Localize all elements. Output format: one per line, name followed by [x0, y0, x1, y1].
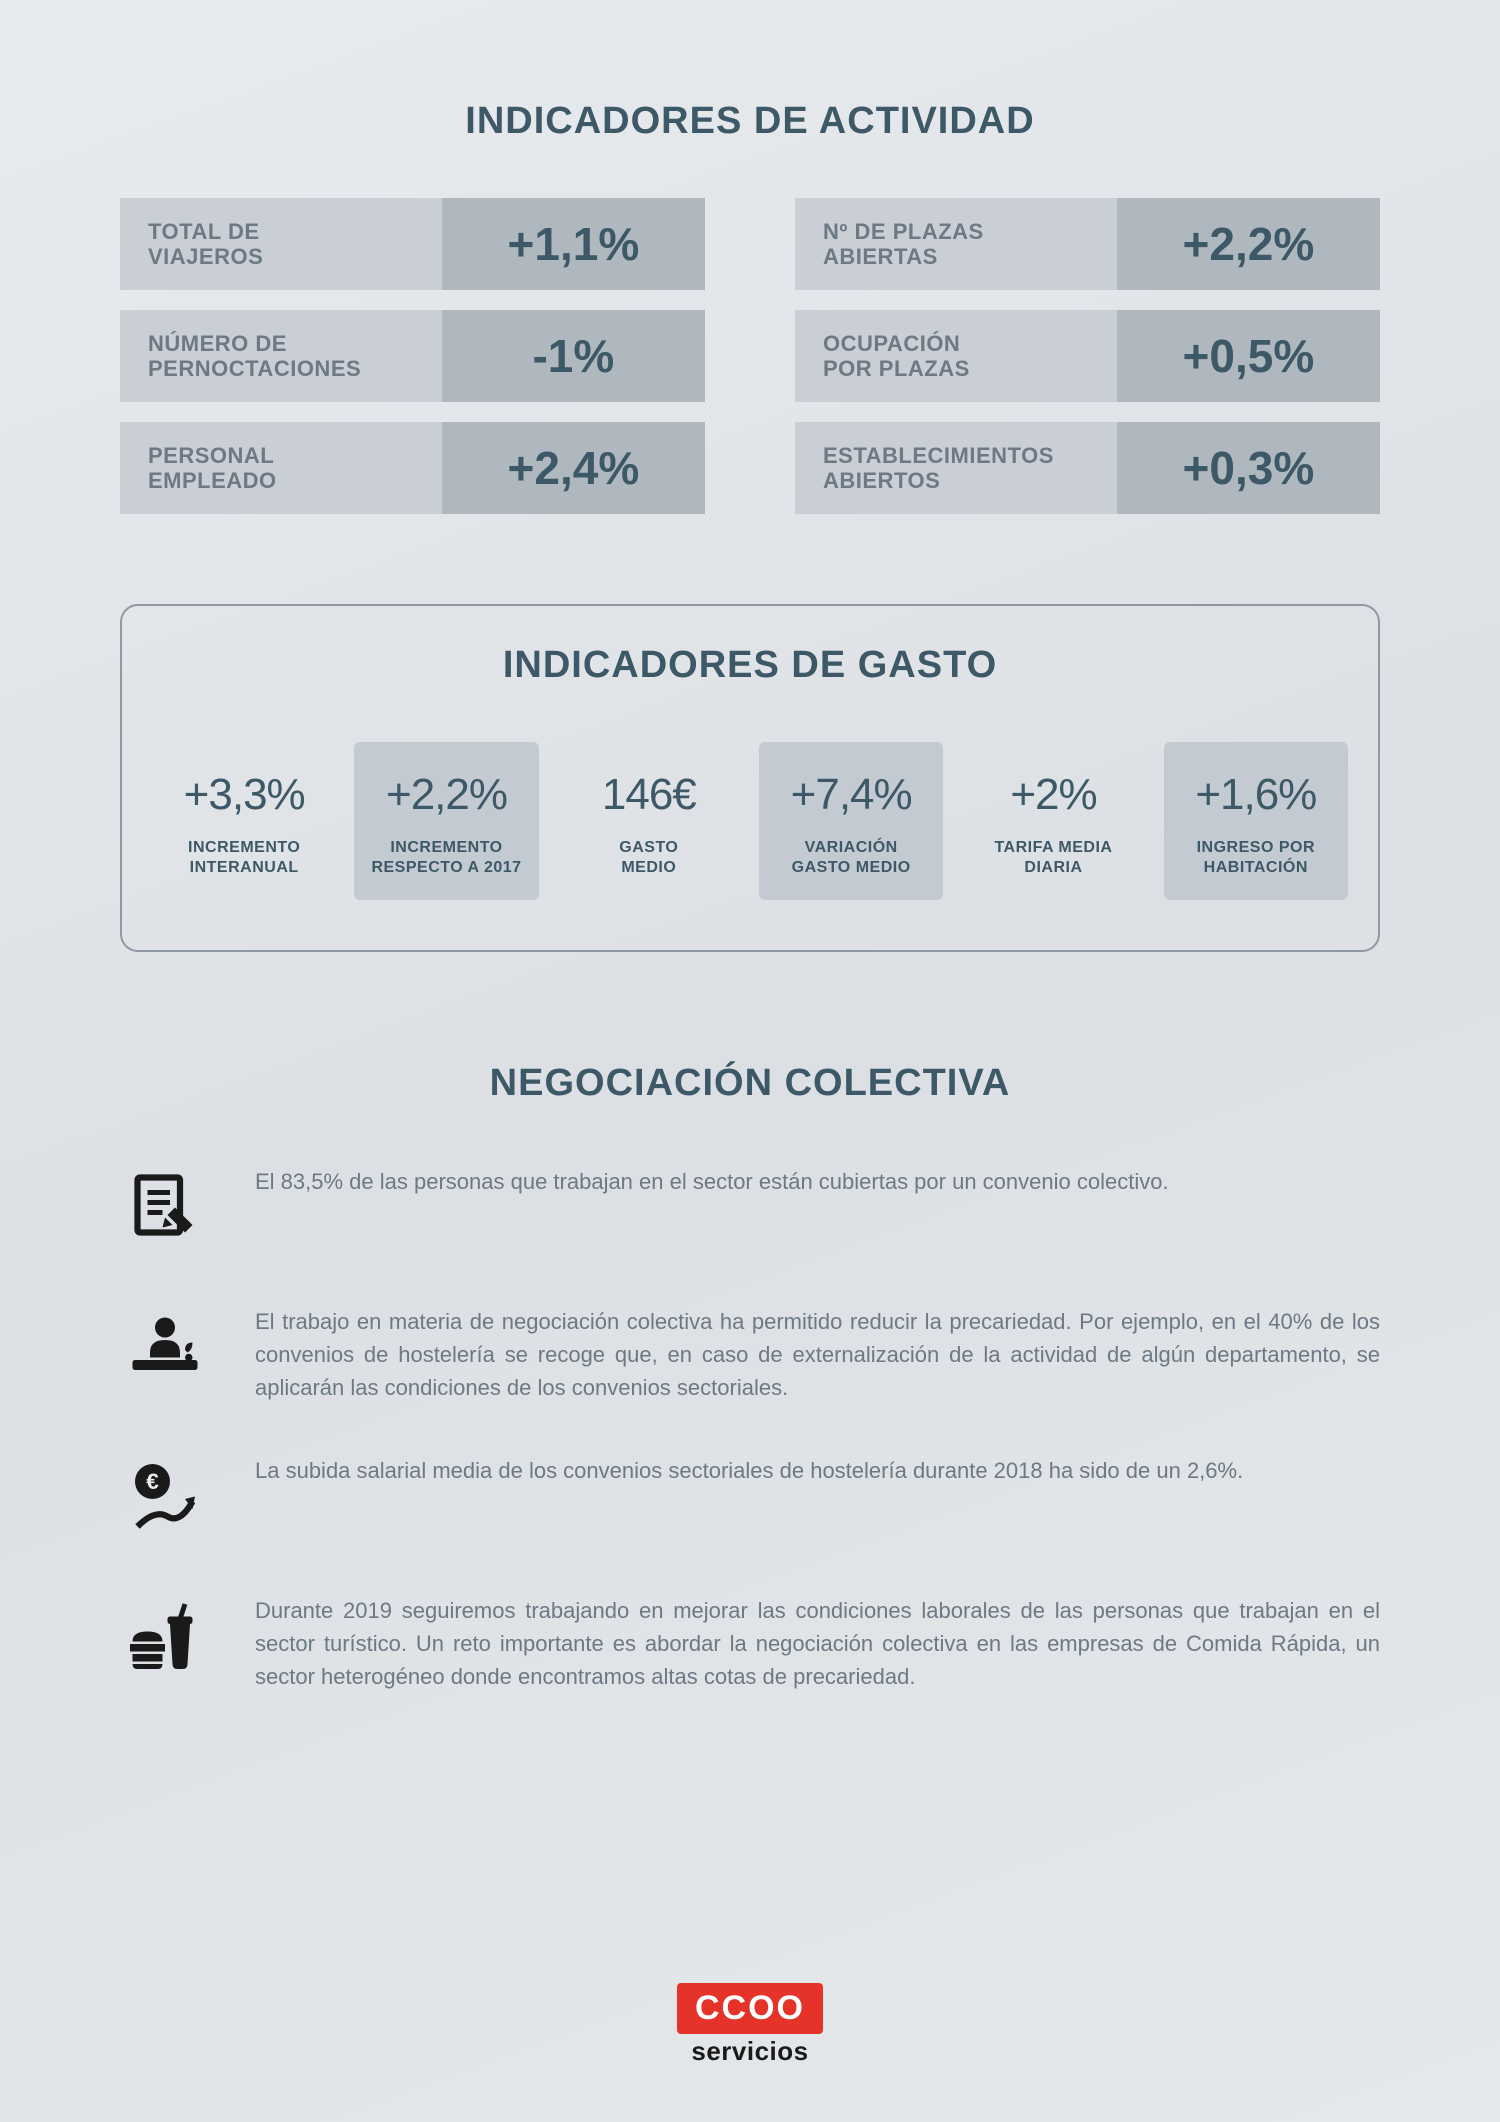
gasto-value: +2%	[969, 770, 1137, 820]
gasto-value: +3,3%	[160, 770, 328, 820]
gasto-label: TARIFA MEDIA DIARIA	[969, 838, 1137, 878]
neg-text: El trabajo en materia de negociación col…	[255, 1305, 1380, 1404]
gasto-label: VARIACIÓN GASTO MEDIO	[767, 838, 935, 878]
activity-label: Nº DE PLAZAS ABIERTAS	[795, 198, 1117, 290]
gasto-label: INCREMENTO INTERANUAL	[160, 838, 328, 878]
gasto-item: +3,3% INCREMENTO INTERANUAL	[152, 742, 336, 900]
neg-text: La subida salarial media de los convenio…	[255, 1454, 1380, 1487]
logo-sub: servicios	[0, 2036, 1500, 2067]
gasto-item: +2% TARIFA MEDIA DIARIA	[961, 742, 1145, 900]
activity-item: NÚMERO DE PERNOCTACIONES -1%	[120, 310, 705, 402]
gasto-row: +3,3% INCREMENTO INTERANUAL +2,2% INCREM…	[152, 742, 1348, 900]
neg-item: € La subida salarial media de los conven…	[120, 1454, 1380, 1544]
activity-item: PERSONAL EMPLEADO +2,4%	[120, 422, 705, 514]
activity-value: +1,1%	[442, 198, 705, 290]
activity-label: PERSONAL EMPLEADO	[120, 422, 442, 514]
reception-person-icon	[120, 1305, 210, 1395]
gasto-value: +1,6%	[1172, 770, 1340, 820]
activity-value: -1%	[442, 310, 705, 402]
gasto-label: GASTO MEDIO	[565, 838, 733, 878]
gasto-value: +2,2%	[362, 770, 530, 820]
logo-main: CCOO	[677, 1983, 823, 2034]
fast-food-icon	[120, 1594, 210, 1684]
activity-value: +2,4%	[442, 422, 705, 514]
activity-item: TOTAL DE VIAJEROS +1,1%	[120, 198, 705, 290]
activity-label: NÚMERO DE PERNOCTACIONES	[120, 310, 442, 402]
neg-list: El 83,5% de las personas que trabajan en…	[120, 1165, 1380, 1693]
gasto-label: INGRESO POR HABITACIÓN	[1172, 838, 1340, 878]
neg-item: El 83,5% de las personas que trabajan en…	[120, 1165, 1380, 1255]
activity-label: ESTABLECIMIENTOS ABIERTOS	[795, 422, 1117, 514]
document-pencil-icon	[120, 1165, 210, 1255]
neg-text: Durante 2019 seguiremos trabajando en me…	[255, 1594, 1380, 1693]
gasto-section-title: INDICADORES DE GASTO	[152, 644, 1348, 687]
footer-logo: CCOO servicios	[0, 1983, 1500, 2067]
neg-item: Durante 2019 seguiremos trabajando en me…	[120, 1594, 1380, 1693]
activity-value: +0,5%	[1117, 310, 1380, 402]
gasto-box: INDICADORES DE GASTO +3,3% INCREMENTO IN…	[120, 604, 1380, 952]
gasto-item: +7,4% VARIACIÓN GASTO MEDIO	[759, 742, 943, 900]
neg-item: El trabajo en materia de negociación col…	[120, 1305, 1380, 1404]
activity-section-title: INDICADORES DE ACTIVIDAD	[120, 100, 1380, 143]
activity-item: Nº DE PLAZAS ABIERTAS +2,2%	[795, 198, 1380, 290]
neg-text: El 83,5% de las personas que trabajan en…	[255, 1165, 1380, 1198]
gasto-item: 146€ GASTO MEDIO	[557, 742, 741, 900]
activity-item: ESTABLECIMIENTOS ABIERTOS +0,3%	[795, 422, 1380, 514]
euro-growth-icon: €	[120, 1454, 210, 1544]
svg-text:€: €	[146, 1469, 159, 1494]
gasto-label: INCREMENTO RESPECTO A 2017	[362, 838, 530, 878]
activity-label: TOTAL DE VIAJEROS	[120, 198, 442, 290]
gasto-value: 146€	[565, 770, 733, 820]
gasto-item: +2,2% INCREMENTO RESPECTO A 2017	[354, 742, 538, 900]
gasto-item: +1,6% INGRESO POR HABITACIÓN	[1164, 742, 1348, 900]
activity-label: OCUPACIÓN POR PLAZAS	[795, 310, 1117, 402]
activity-value: +2,2%	[1117, 198, 1380, 290]
activity-grid: TOTAL DE VIAJEROS +1,1% Nº DE PLAZAS ABI…	[120, 198, 1380, 514]
neg-section-title: NEGOCIACIÓN COLECTIVA	[120, 1062, 1380, 1105]
gasto-value: +7,4%	[767, 770, 935, 820]
activity-item: OCUPACIÓN POR PLAZAS +0,5%	[795, 310, 1380, 402]
activity-value: +0,3%	[1117, 422, 1380, 514]
